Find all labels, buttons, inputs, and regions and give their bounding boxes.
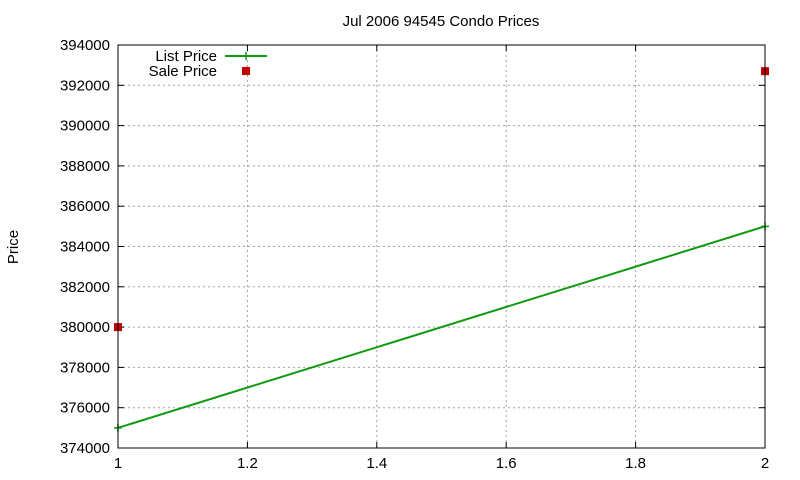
x-tick-label: 1.6 [496,455,517,472]
y-tick-label: 374000 [60,440,110,457]
x-tick-label: 2 [761,455,769,472]
y-tick-label: 378000 [60,359,110,376]
y-tick-label: 390000 [60,118,110,135]
series-layer [114,67,769,432]
tick-layer [117,44,766,449]
y-tick-label: 376000 [60,400,110,417]
y-tick-label: 386000 [60,198,110,215]
list-price-line [117,225,766,429]
y-tick-label: 392000 [60,77,110,94]
x-tick-label: 1.2 [237,455,258,472]
grid-layer [118,45,765,448]
legend-swatch-sale-price [242,67,250,75]
legend-label: Sale Price [149,63,217,80]
y-tick-label: 388000 [60,158,110,175]
x-tick-label: 1.8 [625,455,646,472]
chart-title: Jul 2006 94545 Condo Prices [343,13,540,30]
y-tick-label: 380000 [60,319,110,336]
plot-frame [117,44,766,449]
y-tick-label: 384000 [60,239,110,256]
legend-marker-list-price [242,52,250,60]
y-axis-label: Price [5,230,22,264]
legend-label: List Price [155,48,217,65]
tick-label-layer: 1 1.2 1.4 1.6 1.8 2 374000 376000 378000 380000 38… [60,37,769,472]
x-tick-label: 1 [114,455,122,472]
x-tick-label: 1.4 [366,455,387,472]
y-tick-label: 394000 [60,37,110,54]
y-tick-label: 382000 [60,279,110,296]
